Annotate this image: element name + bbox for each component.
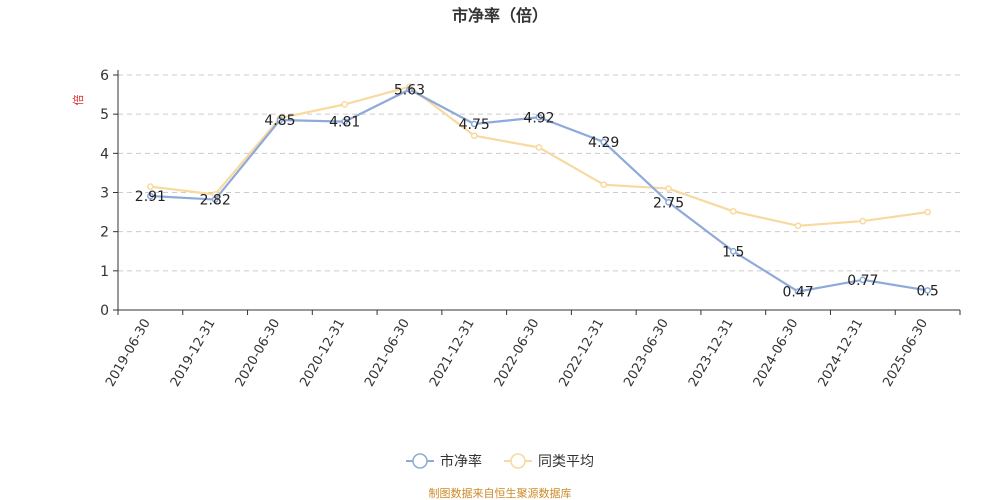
y-tick-label: 3 — [100, 186, 109, 202]
data-label: 1.5 — [722, 244, 744, 260]
y-tick-label: 6 — [100, 68, 109, 84]
x-tick-label: 2019-06-30 — [103, 317, 154, 390]
data-point — [924, 208, 931, 216]
data-label: 2.82 — [200, 193, 231, 209]
data-point — [729, 207, 737, 215]
data-point — [924, 287, 931, 294]
data-label: 4.75 — [459, 117, 490, 133]
data-labels: 2.91 2.82 4.85 4.81 5.63 4.75 4.92 4.29 2.75 1.5 0… — [135, 82, 939, 300]
y-tick-label: 1 — [100, 264, 109, 280]
data-label: 4.85 — [264, 113, 295, 129]
data-point — [794, 288, 802, 295]
data-label: 4.29 — [588, 135, 619, 151]
data-point — [147, 183, 154, 190]
data-label: 0.5 — [916, 283, 938, 299]
x-tick-label: 2021-06-30 — [362, 317, 413, 390]
data-point — [211, 196, 219, 203]
legend-marker — [412, 453, 428, 469]
x-tick-label: 2020-12-31 — [297, 317, 348, 390]
data-point — [665, 198, 672, 206]
series — [147, 83, 931, 295]
series-line — [150, 85, 928, 227]
data-label: 5.63 — [394, 82, 425, 98]
data-point — [147, 192, 154, 200]
x-tick-label: 2024-12-31 — [816, 317, 867, 390]
grid-lines — [118, 74, 960, 272]
x-tick-label: 2025-06-30 — [880, 317, 931, 390]
data-point — [406, 86, 413, 93]
data-point — [729, 247, 737, 255]
data-point — [859, 217, 867, 225]
x-tick-label: 2023-12-31 — [686, 317, 737, 390]
x-tick-label: 2021-12-31 — [427, 317, 478, 390]
legend-marker — [510, 453, 526, 469]
data-point — [600, 181, 608, 189]
data-source-note: 制图数据来自恒生聚源数据库 — [429, 486, 572, 500]
y-tick-label: 4 — [100, 146, 109, 162]
x-tick-label: 2024-06-30 — [751, 317, 802, 390]
x-tick-label: 2023-06-30 — [621, 317, 672, 390]
data-label: 2.91 — [135, 189, 166, 205]
chart-title: 市净率（倍） — [452, 6, 548, 25]
data-point — [600, 138, 608, 146]
data-label: 0.77 — [847, 273, 878, 289]
y-tick-label: 0 — [100, 303, 109, 319]
x-tick-label: 2022-12-31 — [556, 317, 607, 390]
data-label: 4.92 — [523, 110, 554, 126]
data-point — [535, 113, 543, 121]
data-point — [470, 120, 478, 128]
y-axis-label: 倍 — [71, 95, 85, 106]
legend-label: 同类平均 — [538, 454, 594, 470]
legend: 市净率 同类平均 — [406, 453, 594, 470]
x-tick-label: 2022-06-30 — [492, 317, 543, 390]
data-point — [341, 101, 349, 108]
data-point — [859, 276, 867, 284]
data-point — [341, 118, 349, 125]
data-point — [535, 144, 543, 151]
data-label: 2.75 — [653, 195, 684, 211]
y-tick-label: 2 — [100, 225, 109, 241]
legend-label: 市净率 — [440, 453, 482, 470]
data-label: 0.47 — [782, 285, 813, 301]
x-tick-label: 2020-06-30 — [233, 317, 284, 390]
data-point — [665, 185, 672, 192]
data-point — [794, 222, 802, 230]
y-tick-label: 5 — [100, 107, 109, 123]
x-tick-label: 2019-12-31 — [168, 317, 219, 390]
data-point — [276, 116, 284, 124]
data-point — [470, 132, 478, 140]
data-label: 4.81 — [329, 115, 360, 131]
